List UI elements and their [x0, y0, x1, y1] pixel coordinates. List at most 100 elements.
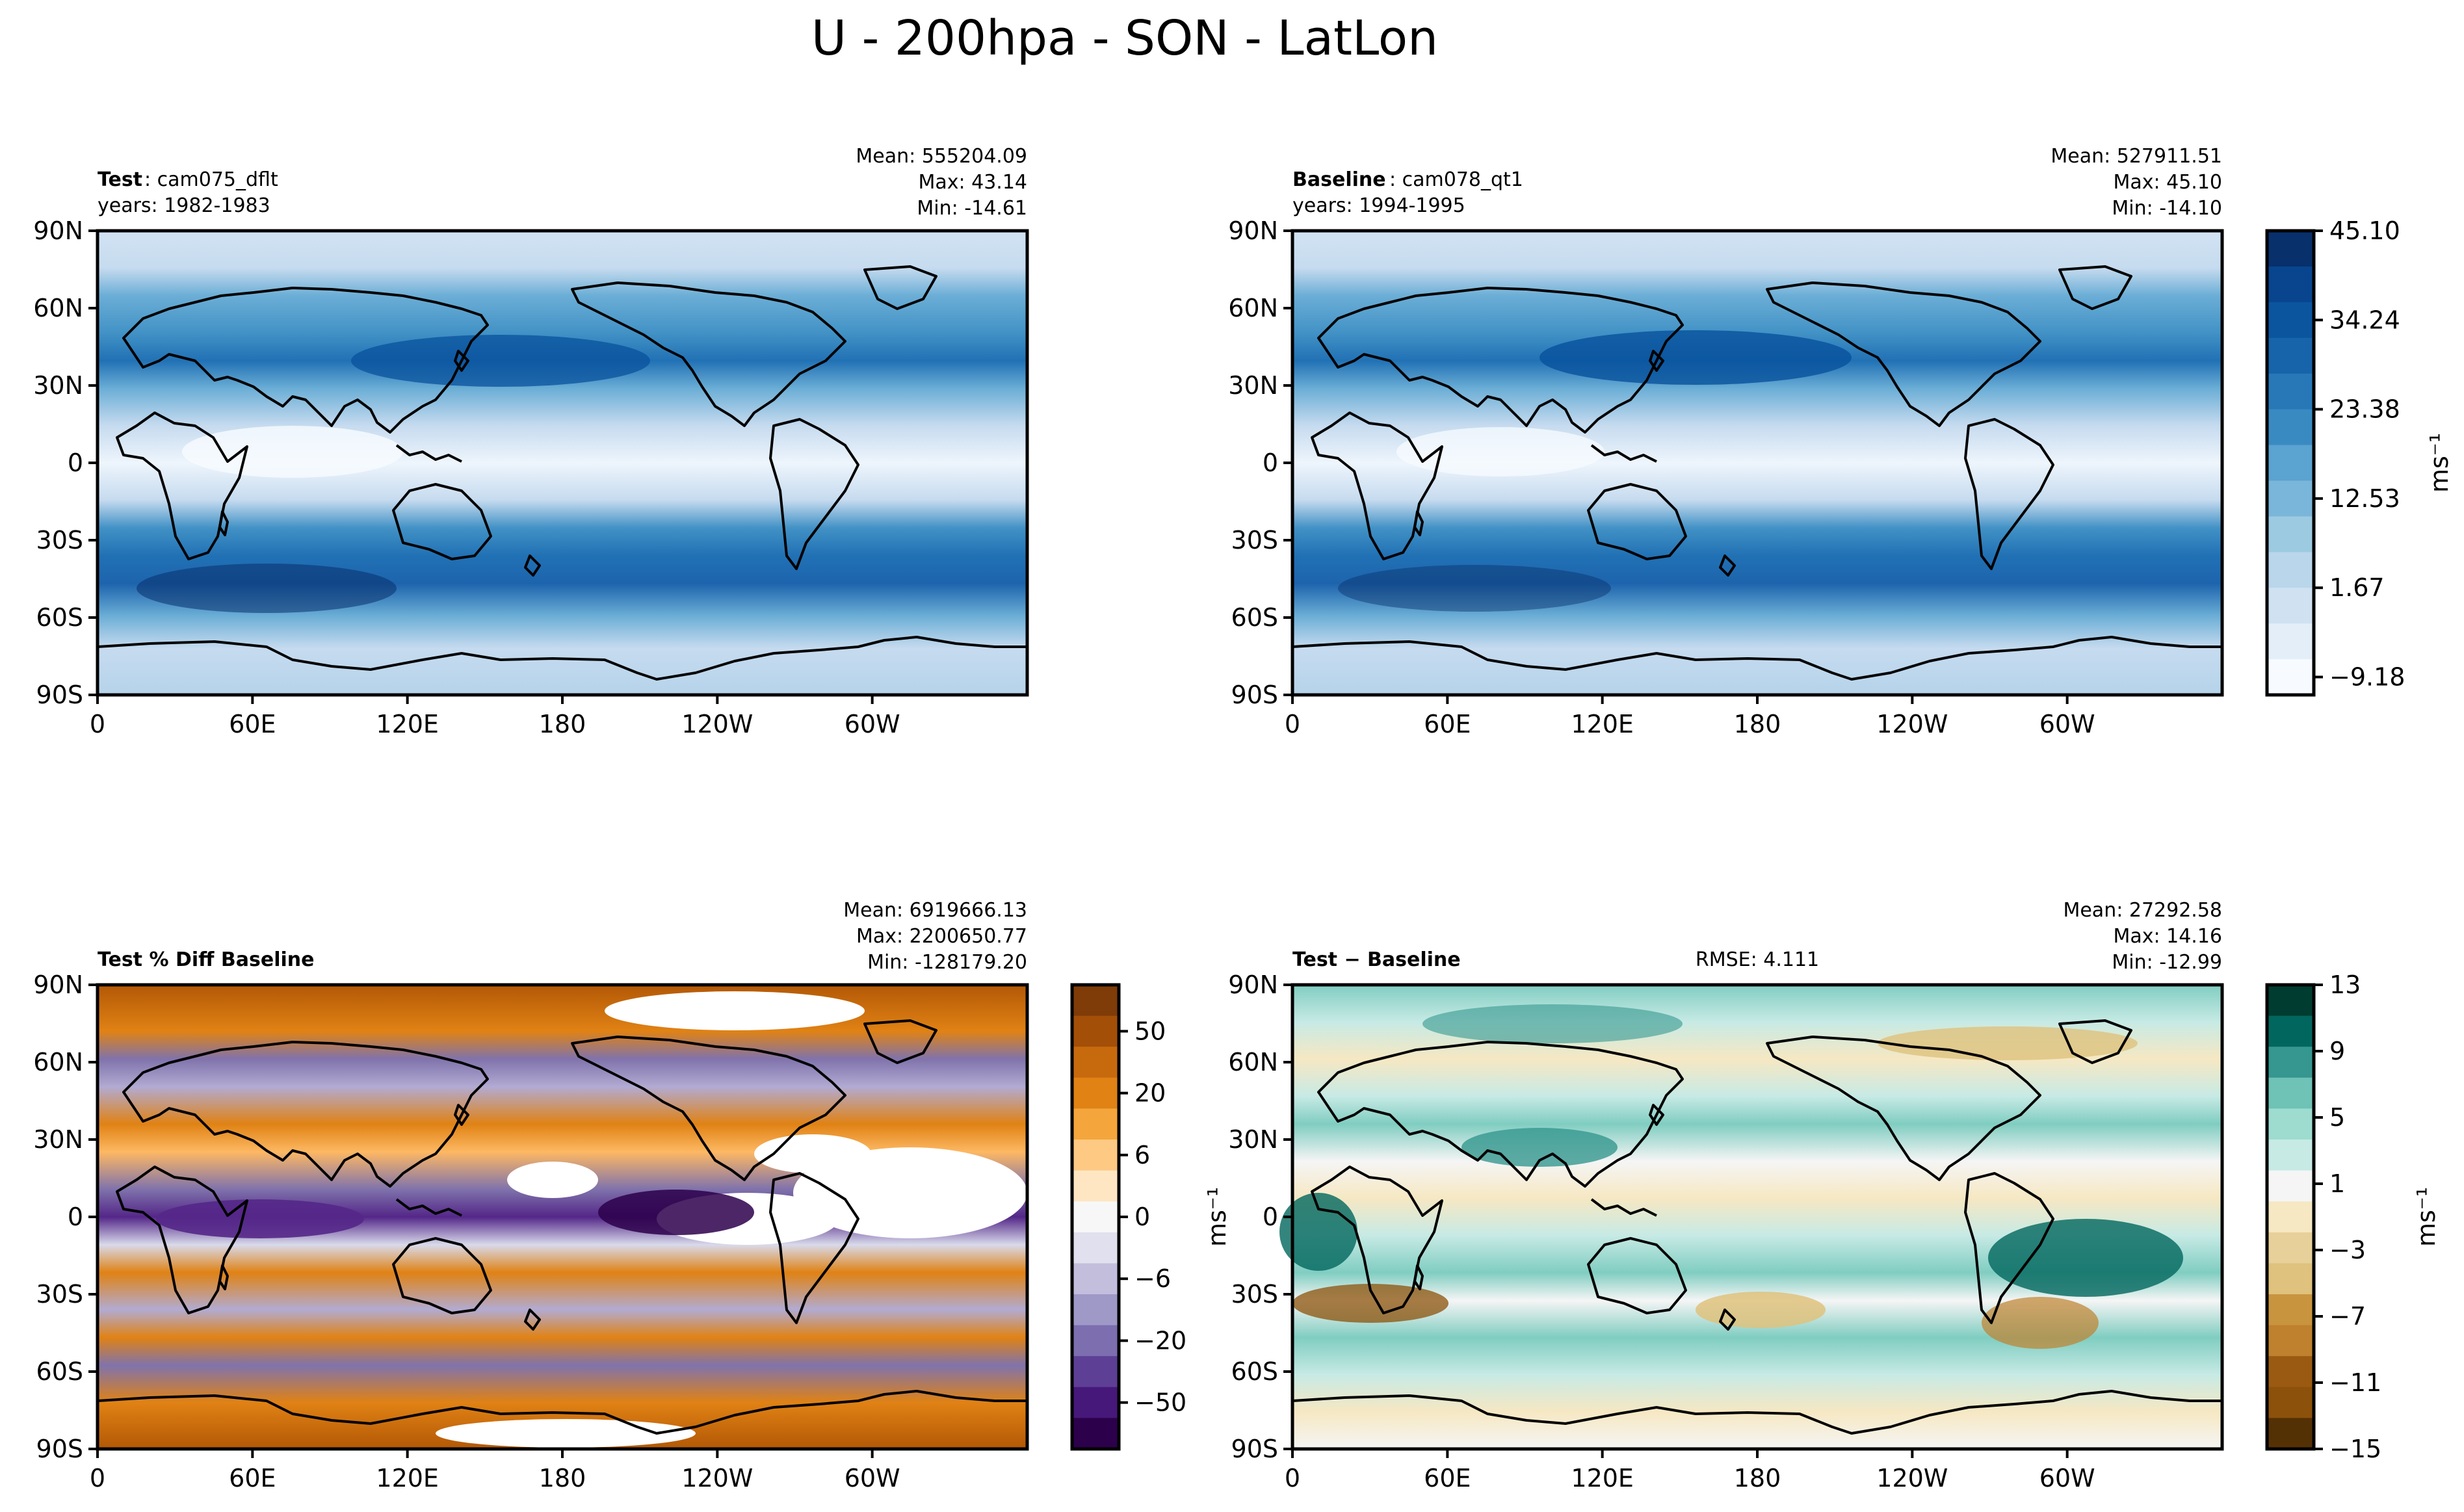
x-tick-baseline-0: 0: [1285, 710, 1300, 738]
colorbar-brbg-tick-7: −15: [2329, 1435, 2381, 1463]
panel-baseline-jet-sh: [1338, 565, 1611, 612]
y-tick-pctdiff-0: 90N: [33, 971, 83, 999]
x-tick-pctdiff-0: 0: [90, 1464, 105, 1492]
colorbar-brbg-band-2: [2267, 1047, 2314, 1078]
colorbar-brbg-tick-4: −3: [2329, 1236, 2366, 1264]
colorbar-blues-tick-4: 1.67: [2329, 573, 2385, 602]
colorbar-brbg-tick-2: 5: [2329, 1103, 2345, 1132]
colorbar-brbg-tick-5: −7: [2329, 1302, 2366, 1331]
panel-pctdiff-blank-6: [436, 1419, 696, 1448]
y-tick-baseline-4: 30S: [1231, 526, 1278, 554]
panel-diff-brown-3: [1982, 1297, 2099, 1349]
colorbar-puor-band-10: [1072, 1294, 1119, 1326]
panel-test-title-rest: : cam075_dflt: [144, 168, 278, 191]
panel-baseline-max: Max: 45.10: [2113, 171, 2222, 194]
panel-pctdiff-purple-2: [598, 1190, 754, 1235]
x-tick-diff-4: 120W: [1876, 1464, 1948, 1492]
x-tick-baseline-3: 180: [1734, 710, 1781, 738]
colorbar-puor-band-6: [1072, 1170, 1119, 1202]
x-tick-diff-5: 60W: [2039, 1464, 2095, 1492]
panel-pctdiff-blank-3: [507, 1162, 598, 1198]
x-tick-diff-0: 0: [1285, 1464, 1300, 1492]
x-tick-pctdiff-5: 60W: [845, 1464, 900, 1492]
y-tick-diff-2: 30N: [1228, 1125, 1278, 1154]
panel-diff-mean: Mean: 27292.58: [2063, 899, 2222, 922]
colorbar-puor: 50 20 6 0 −6 −20 −50 ms⁻¹: [1070, 983, 1231, 1451]
colorbar-brbg-band-4: [2267, 1108, 2314, 1140]
y-tick-pctdiff-4: 30S: [36, 1280, 83, 1309]
x-tick-baseline-2: 120E: [1571, 710, 1634, 738]
panel-test-title-bold: Test: [98, 168, 142, 191]
colorbar-brbg-band-5: [2267, 1140, 2314, 1171]
panel-test-min: Min: -14.61: [917, 197, 1027, 220]
colorbar-brbg-band-14: [2267, 1418, 2314, 1450]
panel-diff-brown-4: [1878, 1026, 2138, 1060]
panel-diff-teal-3: [1461, 1128, 1618, 1167]
panel-baseline-min: Min: -14.10: [2112, 197, 2222, 220]
colorbar-brbg-band-10: [2267, 1294, 2314, 1326]
colorbar-blues-band-1: [2267, 266, 2314, 303]
x-tick-test-2: 120E: [376, 710, 439, 738]
panel-baseline-title-bold: Baseline: [1292, 168, 1386, 191]
panel-pctdiff-max: Max: 2200650.77: [856, 925, 1027, 948]
colorbar-brbg-tick-0: 13: [2329, 971, 2361, 999]
colorbar-brbg-tick-3: 1: [2329, 1169, 2345, 1198]
figure-title: U - 200hpa - SON - LatLon: [811, 10, 1438, 66]
colorbar-brbg-tick-6: −11: [2329, 1368, 2381, 1397]
panel-test-jet-nh: [351, 335, 650, 387]
colorbar-blues-band-3: [2267, 337, 2314, 374]
colorbar-puor-band-12: [1072, 1356, 1119, 1388]
panel-baseline-title-rest: : cam078_qt1: [1389, 168, 1523, 191]
colorbar-puor-tick-4: −6: [1134, 1264, 1171, 1293]
panel-pctdiff-map: [96, 983, 1029, 1451]
y-tick-diff-0: 90N: [1228, 971, 1278, 999]
colorbar-blues-band-7: [2267, 480, 2314, 517]
colorbar-puor-tick-2: 6: [1134, 1141, 1150, 1169]
colorbar-blues-band-0: [2267, 231, 2314, 267]
x-tick-test-0: 0: [90, 710, 105, 738]
y-tick-diff-4: 30S: [1231, 1280, 1278, 1309]
x-tick-test-1: 60E: [229, 710, 276, 738]
colorbar-puor-band-7: [1072, 1201, 1119, 1233]
y-tick-test-5: 60S: [36, 603, 83, 632]
panel-baseline-mean: Mean: 527911.51: [2051, 145, 2222, 168]
y-tick-test-3: 0: [68, 449, 83, 477]
colorbar-puor-band-3: [1072, 1077, 1119, 1109]
x-tick-diff-3: 180: [1734, 1464, 1781, 1492]
colorbar-puor-band-8: [1072, 1232, 1119, 1264]
colorbar-brbg-band-11: [2267, 1325, 2314, 1357]
colorbar-brbg-tick-1: 9: [2329, 1037, 2345, 1065]
y-tick-baseline-1: 60N: [1228, 294, 1278, 322]
colorbar-puor-unit: ms⁻¹: [1203, 1187, 1231, 1247]
panel-baseline: Baseline : cam078_qt1 years: 1994-1995 M…: [1291, 145, 2224, 697]
colorbar-brbg-band-13: [2267, 1387, 2314, 1418]
panel-diff-max: Max: 14.16: [2113, 925, 2222, 948]
panel-diff-teal-1: [1988, 1219, 2183, 1297]
panel-pctdiff-blank-2: [793, 1147, 1027, 1238]
colorbar-puor-band-4: [1072, 1108, 1119, 1140]
colorbar-blues-unit: ms⁻¹: [2425, 433, 2454, 493]
panel-test-years: years: 1982-1983: [98, 194, 270, 217]
colorbar-blues-bands: [2267, 231, 2314, 696]
y-tick-diff-5: 60S: [1231, 1357, 1278, 1386]
colorbar-blues-band-6: [2267, 445, 2314, 482]
colorbar-blues-tick-3: 12.53: [2329, 484, 2400, 513]
x-tick-diff-2: 120E: [1571, 1464, 1634, 1492]
colorbar-brbg-band-3: [2267, 1077, 2314, 1109]
panel-diff-title: Test − Baseline: [1292, 948, 1461, 971]
x-tick-baseline-5: 60W: [2039, 710, 2095, 738]
panel-diff-brown-2: [1696, 1292, 1826, 1328]
panel-diff-map: [1279, 983, 2224, 1451]
panel-pctdiff-title: Test % Diff Baseline: [98, 948, 315, 971]
panel-pctdiff: Test % Diff Baseline Mean: 6919666.13 Ma…: [96, 899, 1029, 1451]
panel-pctdiff-mean: Mean: 6919666.13: [843, 899, 1027, 922]
colorbar-blues-tick-0: 45.10: [2329, 216, 2400, 245]
y-tick-baseline-0: 90N: [1228, 216, 1278, 245]
colorbar-blues-tick-2: 23.38: [2329, 395, 2400, 424]
x-tick-baseline-1: 60E: [1424, 710, 1471, 738]
panel-test-mean: Mean: 555204.09: [856, 145, 1027, 168]
y-tick-test-4: 30S: [36, 526, 83, 554]
y-tick-test-6: 90S: [36, 681, 83, 709]
panel-test-easterlies: [182, 426, 403, 478]
